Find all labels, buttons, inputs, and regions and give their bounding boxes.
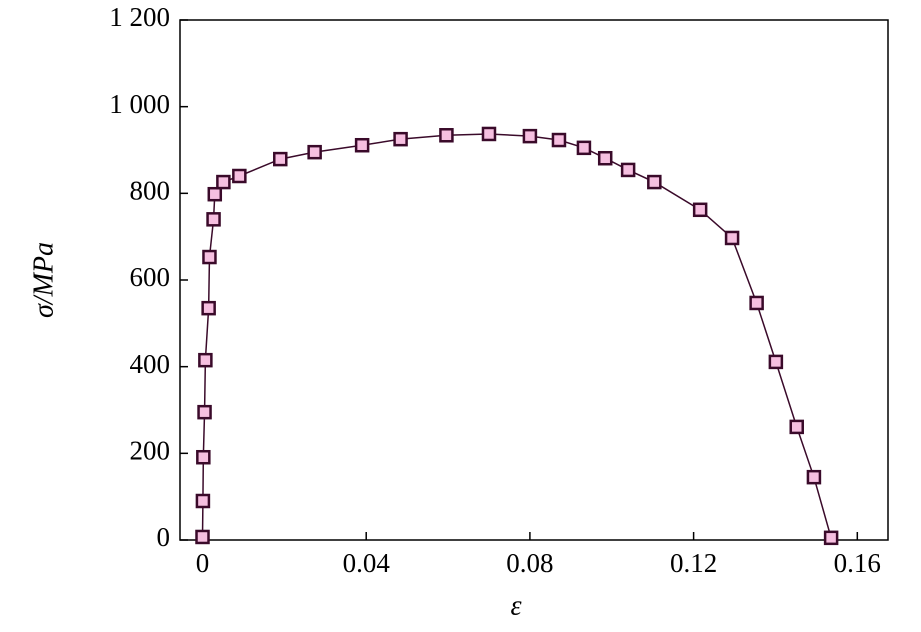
point-marker bbox=[647, 174, 662, 190]
point-marker bbox=[481, 126, 497, 142]
point-marker bbox=[692, 202, 708, 218]
point-marker bbox=[232, 168, 247, 184]
point-marker bbox=[202, 249, 217, 265]
point-marker bbox=[273, 151, 288, 167]
x-tick-label: 0.12 bbox=[670, 548, 717, 578]
point-marker bbox=[196, 449, 211, 465]
point-marker bbox=[216, 174, 231, 190]
plot-frame bbox=[179, 19, 889, 541]
point-marker bbox=[597, 150, 613, 166]
y-tick-label: 800 bbox=[130, 176, 171, 206]
point-marker bbox=[206, 212, 221, 227]
x-tick-label: 0.08 bbox=[506, 548, 553, 578]
point-marker bbox=[823, 530, 839, 546]
y-axis-label: σ/MPa bbox=[28, 242, 59, 318]
point-marker bbox=[195, 529, 210, 545]
point-marker bbox=[749, 295, 764, 311]
point-marker bbox=[439, 128, 454, 143]
point-marker bbox=[576, 140, 592, 156]
point-marker bbox=[201, 300, 216, 316]
point-marker bbox=[197, 404, 212, 420]
y-tick-label: 1 000 bbox=[109, 89, 170, 119]
point-marker bbox=[195, 493, 211, 509]
x-tick-label: 0.16 bbox=[834, 548, 881, 578]
point-marker bbox=[551, 132, 567, 148]
y-tick-label: 0 bbox=[157, 522, 171, 552]
y-tick-label: 1 200 bbox=[109, 2, 170, 32]
point-marker bbox=[806, 469, 822, 485]
point-marker bbox=[307, 144, 322, 160]
point-marker bbox=[198, 352, 213, 368]
point-marker bbox=[724, 230, 740, 246]
point-marker bbox=[354, 137, 370, 153]
point-marker bbox=[789, 419, 804, 435]
point-marker bbox=[620, 162, 636, 178]
x-tick-label: 0 bbox=[196, 548, 210, 578]
y-tick-label: 600 bbox=[130, 262, 171, 292]
point-marker bbox=[393, 131, 408, 147]
point-marker bbox=[522, 128, 538, 144]
y-tick-label: 200 bbox=[130, 436, 171, 466]
point-marker bbox=[768, 354, 784, 370]
x-tick-label: 0.04 bbox=[343, 548, 391, 578]
x-axis-label: ε bbox=[510, 590, 521, 621]
y-tick-label: 400 bbox=[130, 349, 171, 379]
point-marker bbox=[207, 186, 223, 202]
series-line bbox=[201, 133, 832, 539]
